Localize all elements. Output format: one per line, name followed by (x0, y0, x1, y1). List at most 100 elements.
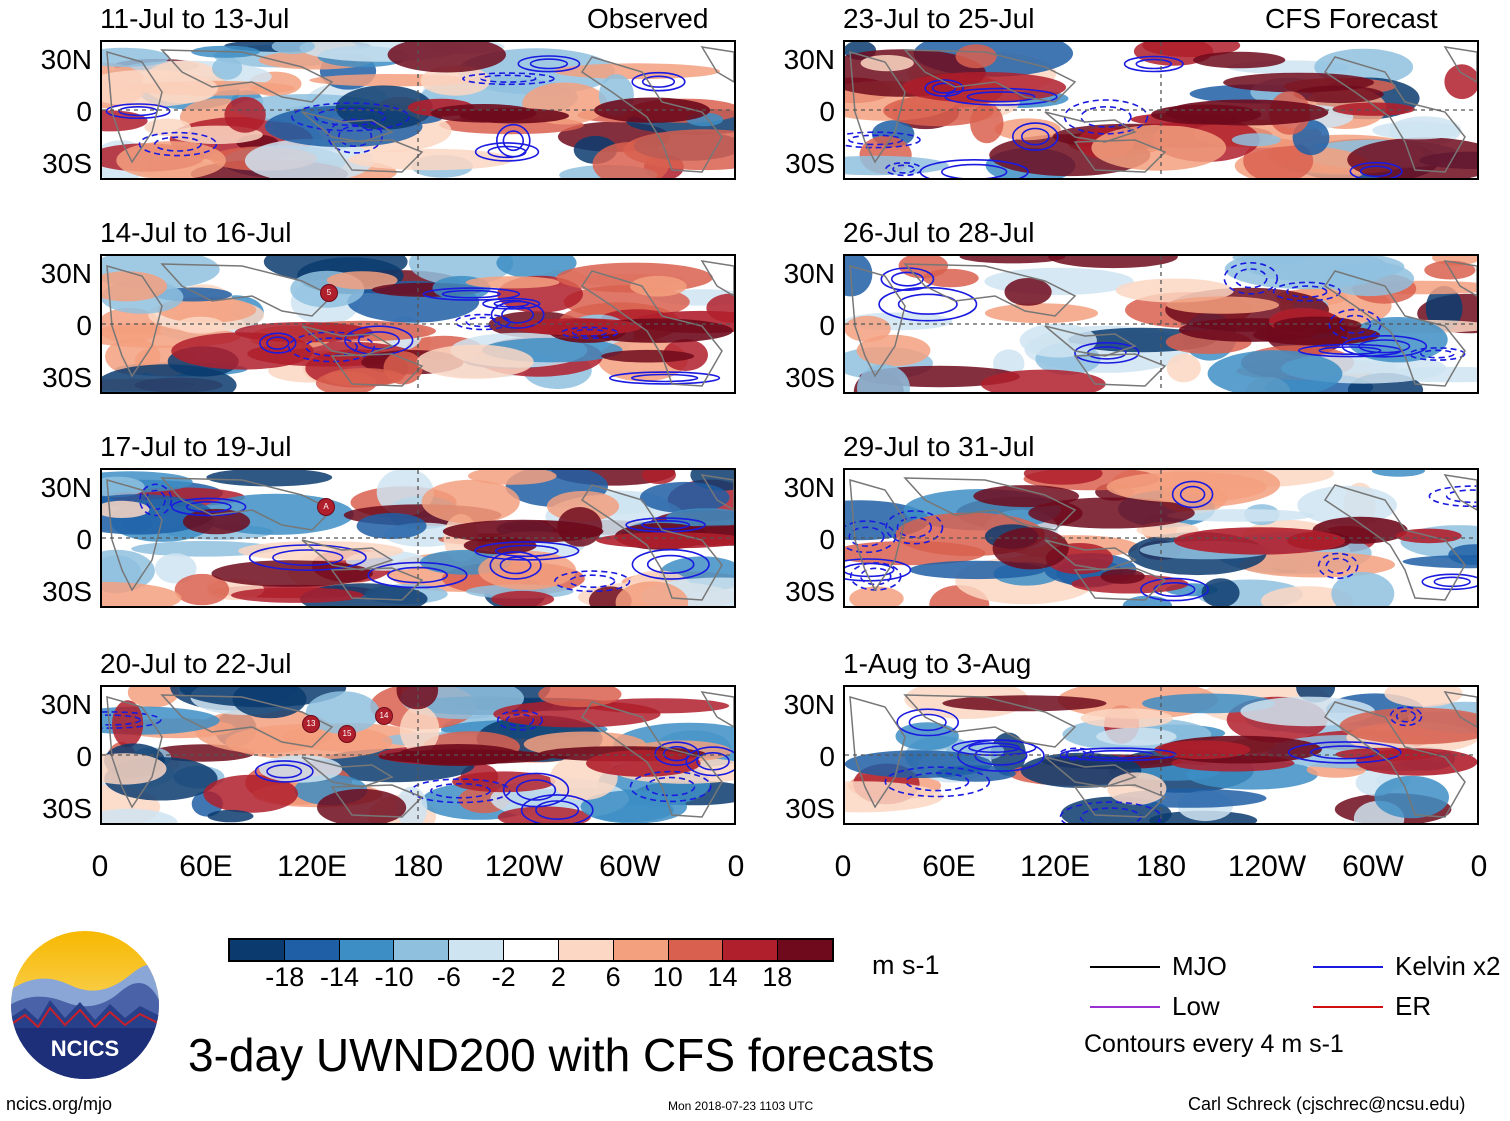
storm-marker: A (317, 498, 335, 516)
lat-label: 0 (76, 310, 92, 341)
lon-label: 0 (727, 850, 745, 883)
panel-title: 14-Jul to 16-Jul (100, 217, 292, 248)
colorbar-tick: 10 (652, 962, 683, 992)
map-panel (100, 254, 736, 394)
map-panel (843, 254, 1479, 394)
lon-label: 120E (1019, 850, 1091, 883)
panel-title: 17-Jul to 19-Jul (100, 431, 292, 462)
forecast-header: CFS Forecast (1265, 3, 1438, 34)
legend-label: Low (1172, 991, 1220, 1021)
panel-title: 1-Aug to 3-Aug (843, 648, 1032, 679)
panel-title: 29-Jul to 31-Jul (843, 431, 1035, 462)
map-panel (843, 685, 1479, 825)
footer-url[interactable]: ncics.org/mjo (6, 1094, 113, 1114)
lon-label: 120E (276, 850, 348, 883)
lon-label: 60W (1342, 850, 1404, 883)
lat-label: 30S (785, 148, 835, 179)
colorbar-swatch (723, 940, 779, 960)
lat-label: 0 (819, 741, 835, 772)
storm-marker: 14 (375, 707, 393, 725)
map-panel (100, 468, 736, 608)
colorbar-swatch (230, 940, 285, 960)
colorbar-tick: 18 (762, 962, 793, 992)
lat-label: 0 (76, 524, 92, 555)
colorbar-swatch (668, 940, 724, 960)
colorbar-tick: -10 (374, 962, 414, 992)
map-panel (843, 40, 1479, 180)
lat-label: 30N (783, 258, 835, 289)
lon-label: 60E (179, 850, 233, 883)
lat-label: 30N (783, 44, 835, 75)
lat-label: 30S (42, 793, 92, 824)
lat-label: 0 (819, 96, 835, 127)
lon-label: 120W (484, 850, 564, 883)
colorbar-tick-labels: -18 -14 -10 -6 -2 2 6 10 14 18 (0, 962, 1510, 1002)
lon-label: 60W (599, 850, 661, 883)
colorbar-units: m s-1 (872, 950, 940, 980)
colorbar-swatch (449, 940, 505, 960)
main-title: 3-day UWND200 with CFS forecasts (188, 1029, 935, 1081)
legend-label: Kelvin x2 (1395, 951, 1501, 981)
lat-label: 30S (42, 148, 92, 179)
lon-label: 180 (1135, 850, 1187, 883)
legend-line (1090, 1006, 1160, 1008)
colorbar-tick: -18 (265, 962, 305, 992)
panel-title: 20-Jul to 22-Jul (100, 648, 292, 679)
panel-title: 11-Jul to 13-Jul (100, 3, 290, 34)
lat-label: 30N (40, 689, 92, 720)
lon-label: 120W (1227, 850, 1307, 883)
lat-label: 30N (783, 472, 835, 503)
legend-line (1313, 966, 1383, 968)
lat-label: 30N (783, 689, 835, 720)
colorbar-tick: 2 (550, 962, 566, 992)
colorbar-tick: -2 (491, 962, 516, 992)
colorbar-tick: 14 (707, 962, 738, 992)
colorbar-swatch (778, 940, 832, 960)
colorbar-tick: -6 (436, 962, 461, 992)
colorbar-swatch (339, 940, 395, 960)
lat-label: 30N (40, 472, 92, 503)
observed-header: Observed (587, 3, 709, 34)
ncics-logo[interactable]: NCICS (10, 930, 160, 1080)
colorbar-swatch (558, 940, 614, 960)
colorbar-swatch (284, 940, 340, 960)
map-panel (100, 685, 736, 825)
lat-label: 30S (42, 362, 92, 393)
lat-label: 30S (785, 362, 835, 393)
lat-label: 30S (785, 576, 835, 607)
colorbar-swatch (613, 940, 669, 960)
colorbar-tick: -14 (319, 962, 359, 992)
lon-label: 180 (392, 850, 444, 883)
lat-label: 0 (76, 96, 92, 127)
logo-text: NCICS (51, 1036, 119, 1061)
lon-label: 0 (834, 850, 852, 883)
map-panel (843, 468, 1479, 608)
lat-label: 0 (76, 741, 92, 772)
lat-label: 30N (40, 44, 92, 75)
colorbar-tick: 6 (605, 962, 621, 992)
lon-label: 60E (922, 850, 976, 883)
lat-label: 30S (785, 793, 835, 824)
legend-label: ER (1395, 991, 1432, 1021)
lat-label: 30S (42, 576, 92, 607)
lat-label: 0 (819, 310, 835, 341)
lon-label: 0 (91, 850, 109, 883)
storm-marker: 5 (320, 284, 338, 302)
lat-label: 30N (40, 258, 92, 289)
lon-label: 0 (1470, 850, 1488, 883)
map-panel (100, 40, 736, 180)
storm-marker: 13 (302, 715, 320, 733)
panel-title: 23-Jul to 25-Jul (843, 3, 1035, 34)
colorbar (228, 938, 834, 962)
lat-label: 0 (819, 524, 835, 555)
colorbar-swatch (504, 940, 559, 960)
footer-timestamp: Mon 2018-07-23 1103 UTC (668, 1099, 814, 1113)
footer-credit: Carl Schreck (cjschrec@ncsu.edu) (1188, 1094, 1466, 1114)
legend-line (1090, 966, 1160, 968)
legend-line (1313, 1006, 1383, 1008)
storm-marker: 15 (338, 725, 356, 743)
panel-title: 26-Jul to 28-Jul (843, 217, 1035, 248)
colorbar-swatch (394, 940, 450, 960)
legend-label: MJO (1172, 951, 1227, 981)
contours-note: Contours every 4 m s-1 (1084, 1030, 1344, 1058)
